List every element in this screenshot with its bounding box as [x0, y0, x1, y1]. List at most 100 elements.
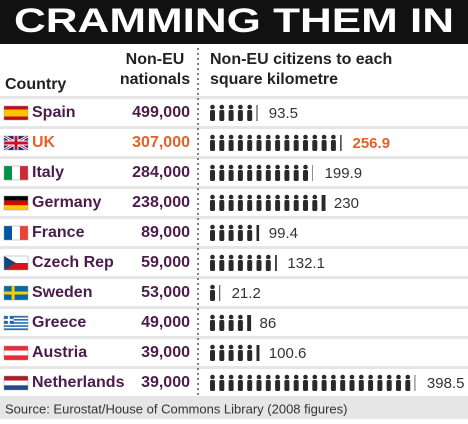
person-head — [228, 134, 234, 140]
nationals-label: 39,000 — [141, 344, 190, 361]
person-part — [321, 195, 326, 211]
row-band — [0, 309, 468, 336]
person-body — [247, 350, 253, 361]
person-head — [331, 374, 336, 380]
person-head — [275, 374, 280, 380]
flag-stripe — [20, 226, 28, 240]
nationals-label: 307,000 — [132, 134, 190, 151]
person-head — [293, 194, 299, 200]
row-band — [0, 249, 468, 276]
flag — [3, 375, 29, 391]
country-label: Netherlands — [32, 374, 125, 391]
flag-stripe — [4, 376, 28, 381]
title-band — [0, 0, 468, 44]
person-head — [396, 374, 401, 380]
source: Source: Eurostat/House of Commons Librar… — [5, 401, 348, 416]
nationals-label: 499,000 — [132, 104, 190, 121]
person-part — [275, 255, 277, 271]
flag-stripe — [4, 350, 28, 356]
flag — [3, 345, 29, 361]
person-body — [284, 170, 290, 181]
pictogram-row — [210, 374, 416, 391]
flag — [3, 195, 29, 211]
person-head — [219, 254, 225, 260]
nationals-header: Non-EU — [126, 51, 185, 68]
person-head — [340, 374, 346, 380]
person-part — [312, 165, 313, 181]
person-head — [238, 224, 243, 230]
header-band — [0, 44, 468, 96]
person-head — [210, 164, 215, 170]
person-head — [210, 104, 215, 110]
person-body — [228, 380, 234, 391]
flag-stripe — [4, 116, 28, 120]
flag-stripe — [4, 346, 28, 351]
flag-border — [3, 285, 29, 301]
person-head — [275, 164, 280, 170]
person-head — [228, 344, 234, 350]
flag-stripe — [4, 109, 28, 113]
person-body — [312, 200, 318, 211]
person-body — [265, 380, 271, 391]
person-head — [284, 164, 290, 170]
person-head — [238, 134, 243, 140]
density-label: 199.9 — [325, 165, 363, 182]
person-body — [377, 380, 383, 391]
person-body — [219, 170, 225, 181]
person-body — [349, 380, 355, 391]
flag-cross — [4, 286, 28, 300]
person-body — [210, 380, 215, 391]
pictogram-row — [210, 254, 277, 271]
person-body — [405, 380, 411, 391]
pictogram-row — [210, 164, 313, 181]
person-head — [210, 224, 215, 230]
person-head — [238, 194, 243, 200]
pictogram-row — [210, 344, 260, 361]
person-body — [265, 140, 271, 151]
person-body — [265, 260, 271, 271]
person-body — [228, 320, 234, 331]
person-body — [228, 230, 234, 241]
flag-stripe — [4, 328, 28, 330]
person-head — [228, 254, 234, 260]
person-body — [210, 320, 215, 331]
person-head — [303, 134, 308, 140]
person-head — [219, 134, 225, 140]
person-body — [284, 140, 290, 151]
person-head — [256, 194, 262, 200]
person-head — [284, 194, 290, 200]
person-body — [247, 230, 253, 241]
person-head — [349, 374, 355, 380]
density-label: 86 — [260, 315, 277, 332]
row-band — [0, 189, 468, 216]
flag-stripe — [4, 200, 28, 206]
person-head — [247, 104, 252, 110]
row-band — [0, 279, 468, 306]
person-head — [321, 374, 327, 380]
flag — [3, 255, 29, 271]
person-head — [210, 344, 215, 350]
person-body — [219, 140, 225, 151]
person-head — [247, 344, 252, 350]
person-head — [210, 314, 215, 320]
person-body — [210, 200, 215, 211]
person-head — [228, 104, 234, 110]
nationals-label: 238,000 — [132, 194, 190, 211]
person-head — [228, 194, 234, 200]
person-head — [256, 164, 262, 170]
country-label: Germany — [32, 194, 101, 211]
person-head — [266, 374, 271, 380]
flag-stripe — [4, 106, 28, 110]
flag-cross — [4, 136, 28, 150]
person-head — [219, 194, 225, 200]
row-band — [0, 219, 468, 246]
person-body — [228, 110, 234, 121]
person-body — [210, 350, 215, 361]
person-head — [303, 194, 308, 200]
pictogram-row — [210, 284, 221, 301]
person-body — [237, 110, 243, 121]
person-body — [303, 140, 308, 151]
person-part — [256, 345, 260, 361]
person-part — [256, 225, 260, 241]
person-head — [368, 374, 373, 380]
